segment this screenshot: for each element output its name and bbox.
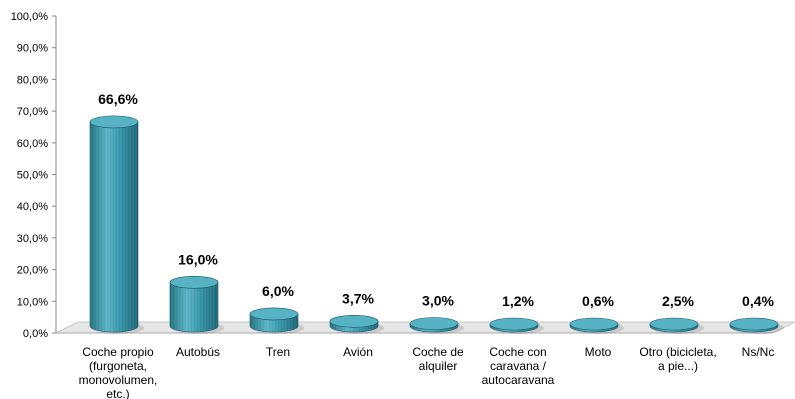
category-label-line: (furgoneta, — [89, 359, 147, 373]
category-label: Coche de alquiler — [412, 345, 464, 373]
data-label: 0,6% — [582, 293, 614, 309]
y-tick-label: 80,0% — [17, 74, 48, 86]
category-label-line: etc.) — [106, 387, 129, 399]
y-tick-label: 90,0% — [17, 43, 48, 55]
category-label: Autobús — [176, 345, 220, 359]
category-label-line: Ns/Nc — [742, 345, 775, 359]
category-label: Avión — [343, 345, 373, 359]
bar — [89, 115, 144, 334]
category-label-line: Autobús — [176, 345, 220, 359]
data-label: 3,7% — [342, 290, 374, 306]
bar-top-cap — [169, 275, 219, 289]
bar — [169, 275, 224, 334]
category-label: Otro (bicicleta, a pie...) — [639, 345, 716, 373]
y-tick-label: 10,0% — [17, 296, 48, 308]
y-tick-label: 70,0% — [17, 106, 48, 118]
category-label: Tren — [266, 345, 290, 359]
category-label-line: Coche con — [489, 345, 546, 359]
category-label-line: Moto — [585, 345, 612, 359]
bar — [249, 307, 304, 334]
data-label: 3,0% — [422, 292, 454, 308]
y-tick-label: 60,0% — [17, 138, 48, 150]
category-label: Coche con caravana / autocaravana — [482, 345, 555, 387]
data-label: 2,5% — [662, 293, 694, 309]
bar-top-cap — [89, 115, 139, 129]
category-label-line: Otro (bicicleta, — [639, 345, 716, 359]
bar — [649, 317, 704, 334]
y-tick-label: 50,0% — [17, 170, 48, 182]
bar — [729, 317, 784, 334]
category-label-line: caravana / — [490, 359, 547, 373]
bar — [409, 317, 464, 334]
category-label-line: monovolumen, — [79, 373, 158, 387]
category-label-line: autocaravana — [482, 373, 555, 387]
data-label: 6,0% — [262, 283, 294, 299]
y-tick-label: 20,0% — [17, 265, 48, 277]
category-label-line: Coche propio — [82, 345, 154, 359]
y-tick-label: 30,0% — [17, 233, 48, 245]
category-label-line: alquiler — [419, 359, 458, 373]
category-label-line: Coche de — [412, 345, 464, 359]
category-label-line: Tren — [266, 345, 290, 359]
data-label: 1,2% — [502, 293, 534, 309]
y-tick-label: 40,0% — [17, 201, 48, 213]
bar-top-cap — [249, 307, 299, 321]
bar-top-cap — [329, 314, 379, 328]
y-tick-label: 100,0% — [11, 11, 49, 23]
category-label: Coche propio (furgoneta, monovolumen, etc.) — [79, 345, 158, 399]
bar — [329, 314, 384, 334]
bar-top-cap — [489, 317, 539, 331]
category-label-line: Avión — [343, 345, 373, 359]
data-label: 66,6% — [98, 91, 138, 107]
bar-top-cap — [569, 317, 619, 331]
category-label: Ns/Nc — [742, 345, 775, 359]
data-label: 0,4% — [742, 293, 774, 309]
bar-top-cap — [409, 317, 459, 330]
category-label: Moto — [585, 345, 612, 359]
bar-texture — [90, 121, 138, 333]
bar-top-cap — [649, 317, 699, 331]
data-label: 16,0% — [178, 251, 218, 267]
y-tick-label: 0,0% — [23, 328, 48, 340]
bar-texture — [170, 282, 218, 332]
bar-top-cap — [729, 317, 779, 331]
category-label-line: a pie...) — [658, 359, 698, 373]
bar — [489, 317, 544, 334]
bar — [569, 317, 624, 334]
